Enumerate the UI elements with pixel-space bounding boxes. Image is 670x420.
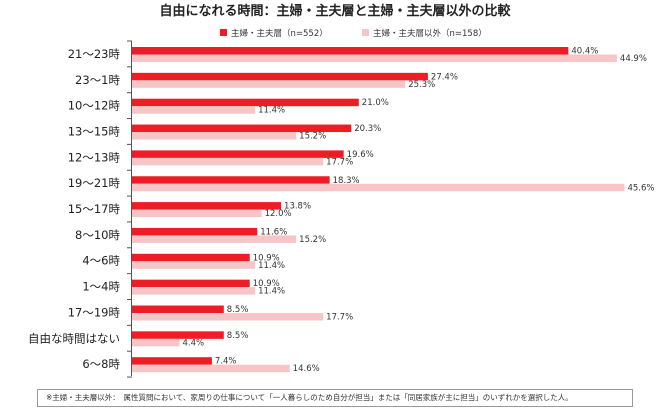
data-label-series-2: 12.0% — [265, 209, 292, 219]
bar-series-1 — [132, 357, 212, 365]
category-label: 23～1時 — [75, 73, 120, 87]
data-label-series-1: 10.9% — [253, 279, 280, 289]
bars: 40.4% 44.9% 27.4%25.3% 21.0% 11.4% 20.3% 15.2%… — [132, 47, 654, 374]
data-label-series-2: 4.4% — [183, 338, 205, 348]
bar-series-1 — [132, 202, 282, 210]
data-label-series-1: 21.0% — [362, 98, 389, 108]
category-label: 4～6時 — [82, 254, 120, 268]
data-label-series-2: 25.3% — [408, 80, 435, 90]
bar-series-1 — [132, 305, 224, 313]
data-label-series-1: 19.6% — [347, 150, 374, 160]
bar-series-2 — [132, 287, 256, 295]
category-label: 1～4時 — [82, 280, 120, 294]
legend-swatch-1 — [220, 29, 227, 36]
category-label: 10～12時 — [68, 99, 121, 113]
data-label-series-2: 17.7% — [326, 157, 353, 167]
data-label-series-1: 8.5% — [227, 331, 249, 341]
bar-series-1 — [132, 253, 250, 262]
legend-swatch-2 — [362, 29, 369, 36]
bar-series-1 — [132, 98, 359, 107]
chart-title: 自由になれる時間：主婦・主夫層と主婦・主夫層以外の比較 — [159, 3, 511, 19]
data-label-series-1: 27.4% — [431, 72, 458, 82]
footnote-box — [37, 389, 633, 407]
bar-series-2 — [132, 261, 256, 269]
legend-label-2: 主婦・主夫層以外（n=158） — [373, 28, 487, 39]
bar-series-2 — [132, 132, 297, 140]
legend: 主婦・主夫層（n=552） 主婦・主夫層以外（n=158） — [220, 28, 487, 39]
category-label: 13～15時 — [68, 124, 121, 138]
data-label-series-1: 40.4% — [571, 47, 598, 57]
legend-label-1: 主婦・主夫層（n=552） — [231, 28, 328, 39]
bar-series-2 — [132, 364, 290, 373]
data-label-series-2: 11.4% — [258, 261, 285, 271]
data-label-series-2: 44.9% — [620, 54, 647, 64]
category-label: 15～17時 — [68, 202, 121, 216]
bar-series-1 — [132, 47, 569, 55]
data-label-series-2: 14.6% — [293, 364, 320, 374]
bar-series-1 — [132, 124, 352, 133]
bar-series-2 — [132, 235, 297, 243]
data-label-series-1: 13.8% — [284, 202, 311, 212]
category-label: 17～19時 — [68, 305, 121, 319]
bar-series-2 — [132, 313, 324, 321]
data-label-series-1: 10.9% — [253, 253, 280, 263]
footnote: ※主婦・主夫層以外： 属性質問において、家周りの仕事について「一人暮らしのため自… — [46, 393, 573, 402]
bar-series-1 — [132, 227, 258, 236]
bar-series-2 — [132, 183, 625, 192]
data-label-series-2: 45.6% — [627, 183, 654, 193]
data-label-series-2: 11.4% — [258, 106, 285, 116]
category-label: 19～21時 — [68, 176, 121, 190]
data-label-series-2: 11.4% — [258, 287, 285, 297]
bar-series-1 — [132, 331, 224, 339]
bar-series-2 — [132, 157, 324, 166]
category-label: 21～23時 — [68, 47, 121, 61]
data-label-series-2: 15.2% — [299, 132, 326, 142]
data-label-series-1: 11.6% — [260, 227, 287, 237]
bar-series-1 — [132, 72, 428, 81]
category-axis-ticks: 21～23時 23～1時 10～12時 13～15時 12～13時 19～21時 15～17… — [28, 40, 132, 378]
data-label-series-2: 17.7% — [326, 313, 353, 323]
bar-series-2 — [132, 338, 180, 347]
category-label: 自由な時間はない — [28, 331, 120, 345]
category-label: 6～8時 — [82, 357, 120, 371]
bar-series-2 — [132, 80, 406, 88]
data-label-series-1: 20.3% — [354, 124, 381, 134]
bar-series-2 — [132, 54, 617, 62]
data-label-series-1: 7.4% — [215, 357, 237, 367]
data-label-series-2: 15.2% — [299, 235, 326, 245]
data-label-series-1: 8.5% — [227, 305, 249, 315]
bar-series-2 — [132, 209, 262, 218]
category-label: 8～10時 — [75, 228, 120, 242]
data-label-series-1: 18.3% — [333, 176, 360, 186]
category-label: 12～13時 — [68, 150, 121, 164]
bar-series-1 — [132, 176, 330, 184]
bar-series-2 — [132, 106, 256, 114]
bar-series-1 — [132, 279, 250, 288]
bar-series-1 — [132, 150, 344, 158]
